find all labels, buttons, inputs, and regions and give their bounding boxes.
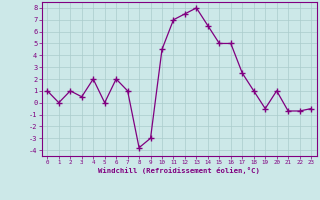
X-axis label: Windchill (Refroidissement éolien,°C): Windchill (Refroidissement éolien,°C) (98, 167, 260, 174)
